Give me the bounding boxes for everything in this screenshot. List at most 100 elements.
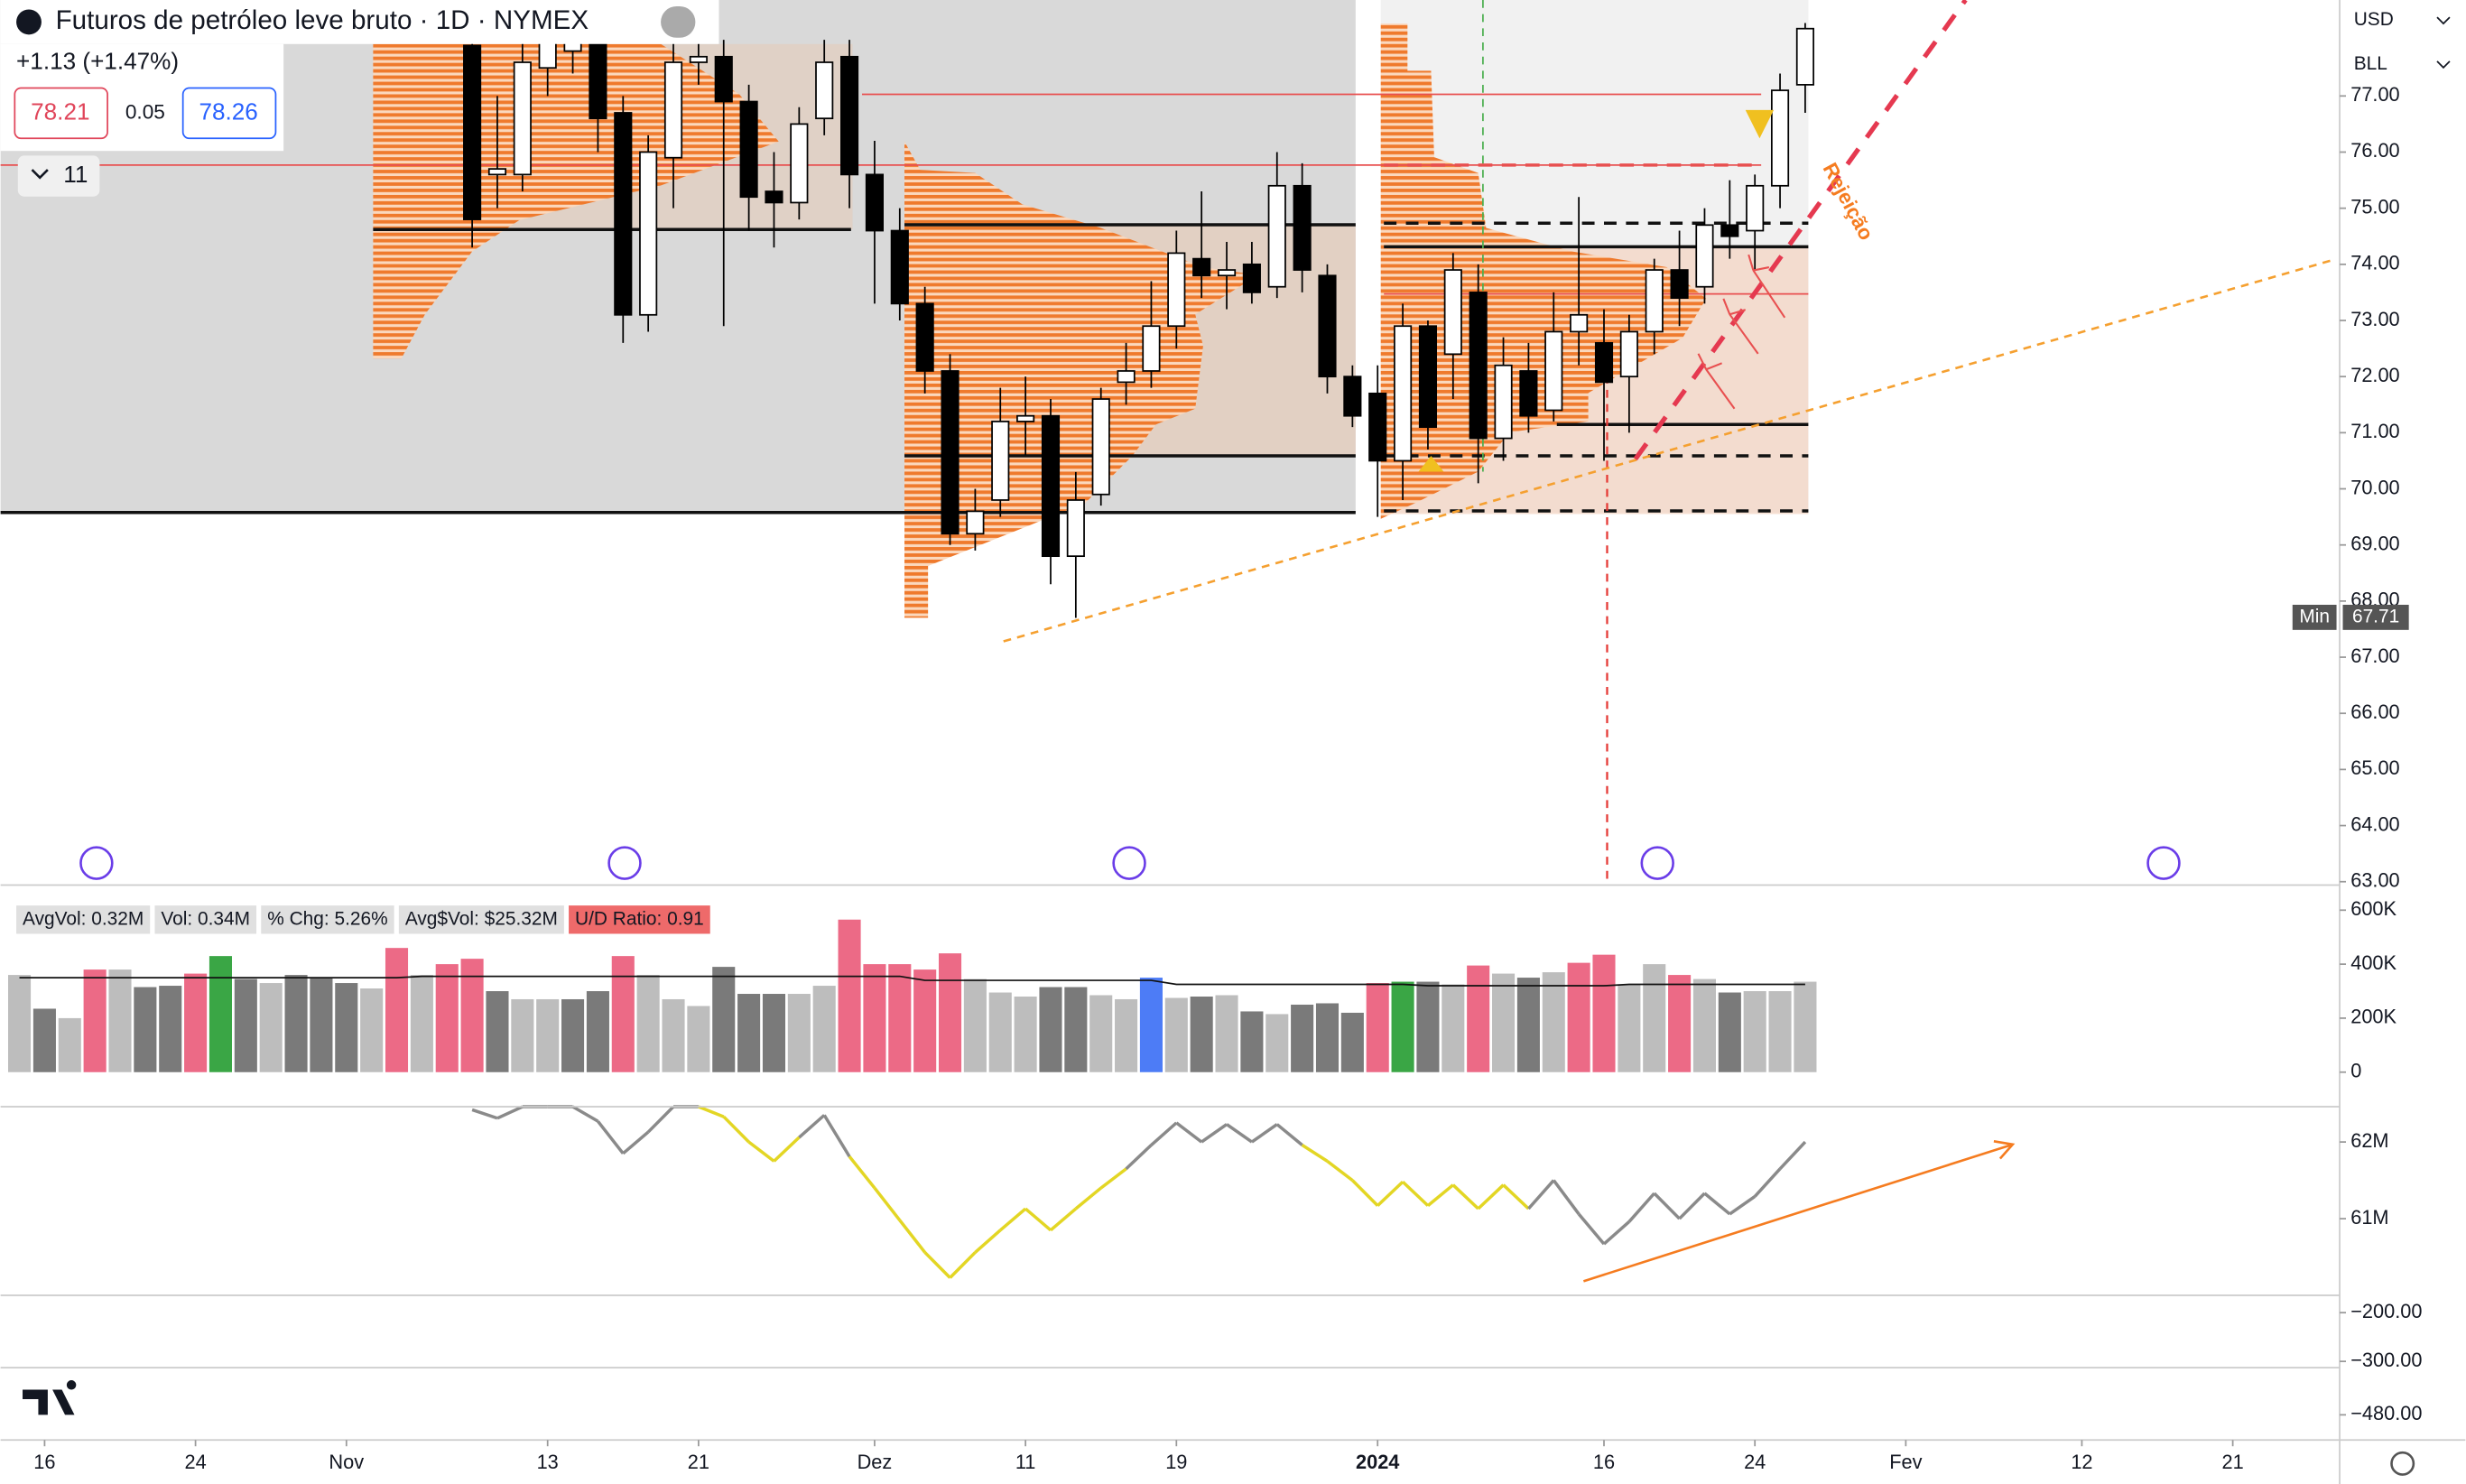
- spread: 0.05: [125, 100, 165, 123]
- candle-body: [1091, 398, 1110, 496]
- candle-body: [1795, 27, 1814, 86]
- volume-bar: [863, 964, 886, 1072]
- sell-button[interactable]: [14, 87, 108, 140]
- change: +1.13 (+1.47%): [16, 48, 179, 75]
- indicator-segment: [1301, 1144, 1329, 1163]
- volume-bar: [1592, 954, 1616, 1072]
- candle-body: [1343, 376, 1362, 417]
- candle-body: [1066, 499, 1085, 558]
- volume-bar: [1190, 997, 1213, 1072]
- volume-bar: [32, 1008, 56, 1072]
- candle-body: [991, 421, 1010, 501]
- stats-row: AvgVol: 0.32M Vol: 0.34M % Chg: 5.26% Avg$V…: [16, 905, 710, 934]
- candle-body: [1720, 224, 1739, 237]
- arrow: [1697, 353, 1736, 410]
- volume-bar: [159, 986, 182, 1072]
- volume-bar: [762, 994, 786, 1072]
- indicator-segment: [698, 1105, 725, 1118]
- candle-body: [890, 229, 909, 305]
- volume-profile: [1380, 23, 1707, 519]
- arrow-line: [1582, 1143, 2014, 1283]
- x-tick-label: 16: [1593, 1451, 1615, 1473]
- candle-body: [1746, 184, 1765, 232]
- volume-bar: [511, 998, 534, 1072]
- y-tick-label: 72.00: [2350, 364, 2399, 386]
- legend-bg: [0, 0, 719, 44]
- y-tick-label: 69.00: [2350, 532, 2399, 554]
- candle-body: [1645, 269, 1664, 333]
- indicator-segment: [1426, 1183, 1454, 1207]
- unit[interactable]: BLL: [2354, 53, 2387, 74]
- volume-bar: [234, 979, 257, 1072]
- toggle[interactable]: [661, 5, 696, 38]
- min-value: 67.71: [2352, 606, 2399, 626]
- indicator-segment: [1653, 1192, 1681, 1220]
- indicator-segment: [1552, 1179, 1581, 1216]
- stat-bg: [398, 905, 564, 934]
- candle-body: [1318, 274, 1337, 378]
- volume-bar: [938, 953, 962, 1072]
- candle-body: [865, 173, 884, 232]
- volume-bar: [8, 975, 32, 1072]
- volume-bar: [435, 964, 459, 1072]
- candle-body: [714, 55, 733, 103]
- y-tick-label: 61M: [2350, 1206, 2388, 1229]
- volume-bar: [1542, 972, 1565, 1072]
- indicator-segment: [1678, 1192, 1706, 1220]
- candle-body: [1443, 269, 1462, 356]
- volume-bar: [360, 988, 384, 1072]
- event-icon[interactable]: [2146, 846, 2181, 880]
- candle-body: [1117, 370, 1136, 384]
- volume-bar: [1215, 995, 1238, 1072]
- indicator-segment: [1477, 1183, 1505, 1210]
- volume-bar: [1014, 997, 1037, 1072]
- indicator-segment: [1074, 1186, 1102, 1210]
- volume-bar: [335, 983, 358, 1072]
- candle-body: [1394, 325, 1413, 462]
- candle-body: [1041, 414, 1061, 558]
- series: [8, 5, 1817, 1279]
- event-icon[interactable]: [1640, 846, 1674, 880]
- x-tick-label: 19: [1165, 1451, 1187, 1473]
- candle-body: [1267, 184, 1286, 288]
- y-tick-label: 63.00: [2350, 868, 2399, 891]
- y-tick-label: 67.00: [2350, 645, 2399, 667]
- volume-bar: [888, 964, 912, 1072]
- candle-body: [1570, 313, 1589, 333]
- x-tick-label: 2024: [1356, 1451, 1399, 1473]
- indicator-segment: [1703, 1192, 1731, 1216]
- x-tick-label: 21: [688, 1451, 709, 1473]
- y-tick-label: 66.00: [2350, 700, 2399, 723]
- volume-bar: [1718, 992, 1741, 1072]
- chevron: [2436, 16, 2451, 70]
- ask[interactable]: 78.26: [199, 97, 257, 125]
- volume-bar: [134, 987, 157, 1072]
- indicators-toggle[interactable]: [17, 155, 100, 197]
- event-icon[interactable]: [1112, 846, 1146, 880]
- event-icon[interactable]: [607, 846, 642, 880]
- volume-bar: [259, 983, 283, 1072]
- indicator-segment: [496, 1105, 524, 1120]
- candle-body: [1469, 292, 1488, 440]
- bid[interactable]: 78.21: [31, 97, 89, 125]
- annotation: Rejeição: [1819, 159, 1878, 244]
- volume-bar: [385, 948, 409, 1072]
- y-tick-label: 71.00: [2350, 420, 2399, 442]
- symbol-icon: [16, 9, 42, 35]
- currency[interactable]: USD: [2354, 9, 2394, 30]
- y-tick-label: 64.00: [2350, 812, 2399, 835]
- volume-bar: [662, 998, 685, 1072]
- event-icon[interactable]: [79, 846, 114, 880]
- stat-bg: [16, 905, 151, 934]
- y-tick-label: 76.00: [2350, 139, 2399, 162]
- settings-icon[interactable]: [2390, 1451, 2415, 1476]
- trend-line: [1003, 258, 2336, 643]
- indicator-segment: [1250, 1123, 1278, 1144]
- indicators-count[interactable]: 11: [63, 161, 88, 188]
- volume-bar: [83, 969, 107, 1072]
- symbol-title[interactable]: Futuros de petróleo leve bruto · 1D · NY…: [56, 5, 589, 35]
- volume-bar: [209, 956, 232, 1072]
- event-icons: [79, 846, 2181, 880]
- candle-body: [765, 190, 783, 204]
- buy-button[interactable]: [181, 87, 277, 140]
